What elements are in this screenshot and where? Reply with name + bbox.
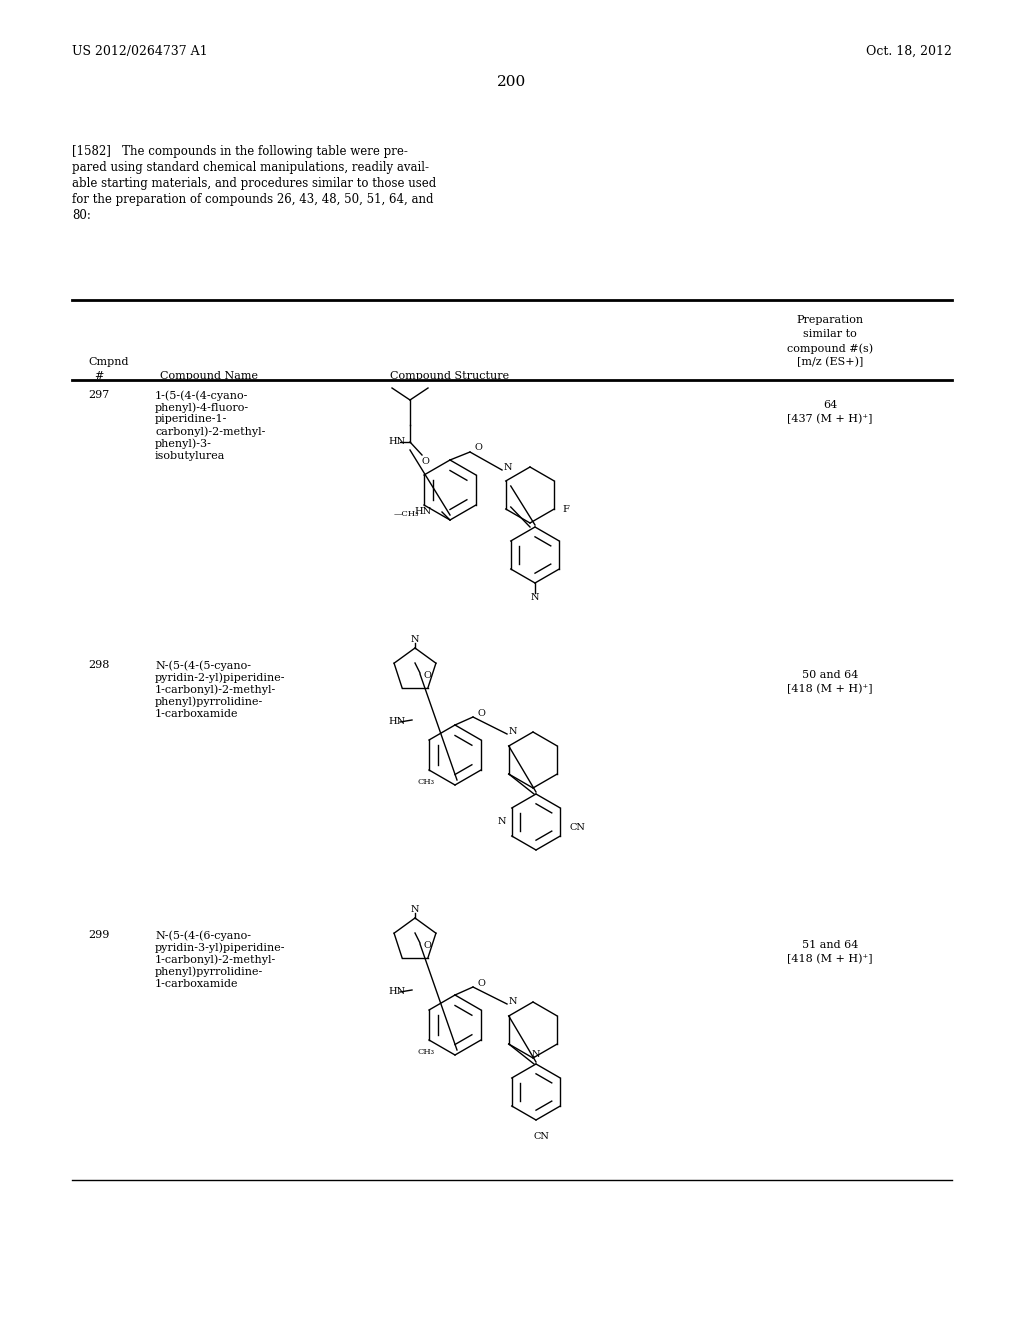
Text: N-(5-(4-(5-cyano-
pyridin-2-yl)piperidine-
1-carbonyl)-2-methyl-
phenyl)pyrrolid: N-(5-(4-(5-cyano- pyridin-2-yl)piperidin… [155,660,286,719]
Text: [1582]   The compounds in the following table were pre-: [1582] The compounds in the following ta… [72,145,408,158]
Text: Cmpnd: Cmpnd [88,356,128,367]
Text: 297: 297 [88,389,110,400]
Text: CH₃: CH₃ [418,1048,434,1056]
Text: CN: CN [569,822,585,832]
Text: F: F [562,504,569,513]
Text: [418 (M + H)⁺]: [418 (M + H)⁺] [787,954,872,965]
Text: 64: 64 [823,400,838,411]
Text: HN: HN [415,507,432,516]
Text: [418 (M + H)⁺]: [418 (M + H)⁺] [787,684,872,694]
Text: N: N [411,635,419,644]
Text: 80:: 80: [72,209,91,222]
Text: compound #(s): compound #(s) [786,343,873,354]
Text: 200: 200 [498,75,526,88]
Text: N: N [531,1049,541,1059]
Text: N: N [498,817,506,826]
Text: 299: 299 [88,931,110,940]
Text: 298: 298 [88,660,110,671]
Text: CN: CN [534,1133,549,1140]
Text: HN: HN [388,987,406,997]
Text: 51 and 64: 51 and 64 [802,940,858,950]
Text: N-(5-(4-(6-cyano-
pyridin-3-yl)piperidine-
1-carbonyl)-2-methyl-
phenyl)pyrrolid: N-(5-(4-(6-cyano- pyridin-3-yl)piperidin… [155,931,286,989]
Text: N: N [530,593,540,602]
Text: Compound Structure: Compound Structure [390,371,510,381]
Text: N: N [504,462,512,471]
Text: HN: HN [388,718,406,726]
Text: for the preparation of compounds 26, 43, 48, 50, 51, 64, and: for the preparation of compounds 26, 43,… [72,193,433,206]
Text: pared using standard chemical manipulations, readily avail-: pared using standard chemical manipulati… [72,161,429,174]
Text: [437 (M + H)⁺]: [437 (M + H)⁺] [787,414,872,424]
Text: O: O [423,672,431,681]
Text: Oct. 18, 2012: Oct. 18, 2012 [866,45,952,58]
Text: O: O [421,458,429,466]
Text: similar to: similar to [803,329,857,339]
Text: CH₃: CH₃ [418,777,434,785]
Text: O: O [477,978,485,987]
Text: N: N [509,726,517,735]
Text: 50 and 64: 50 and 64 [802,671,858,680]
Text: O: O [474,444,482,453]
Text: O: O [423,941,431,950]
Text: able starting materials, and procedures similar to those used: able starting materials, and procedures … [72,177,436,190]
Text: Preparation: Preparation [797,315,863,325]
Text: O: O [477,709,485,718]
Text: HN: HN [388,437,406,446]
Text: US 2012/0264737 A1: US 2012/0264737 A1 [72,45,208,58]
Text: 1-(5-(4-(4-cyano-
phenyl)-4-fluoro-
piperidine-1-
carbonyl)-2-methyl-
phenyl)-3-: 1-(5-(4-(4-cyano- phenyl)-4-fluoro- pipe… [155,389,265,461]
Text: N: N [411,906,419,913]
Text: —CH₃: —CH₃ [393,510,419,517]
Text: Compound Name: Compound Name [160,371,258,381]
Text: [m/z (ES+)]: [m/z (ES+)] [797,356,863,367]
Text: N: N [509,997,517,1006]
Text: #: # [88,371,104,381]
